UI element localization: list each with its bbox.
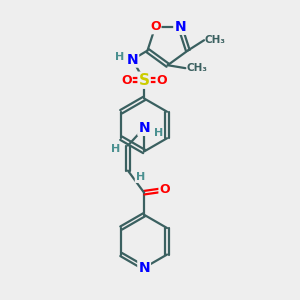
- Text: CH₃: CH₃: [186, 63, 207, 73]
- Text: N: N: [174, 20, 186, 34]
- Text: H: H: [111, 144, 120, 154]
- Text: O: O: [157, 74, 167, 87]
- Text: H: H: [115, 52, 124, 62]
- Text: S: S: [139, 73, 150, 88]
- Text: N: N: [138, 121, 150, 135]
- Text: N: N: [138, 261, 150, 275]
- Text: N: N: [127, 52, 138, 67]
- Text: O: O: [159, 183, 170, 196]
- Text: H: H: [136, 172, 145, 182]
- Text: O: O: [150, 20, 160, 33]
- Text: O: O: [121, 74, 132, 87]
- Text: H: H: [154, 128, 163, 138]
- Text: CH₃: CH₃: [205, 35, 226, 45]
